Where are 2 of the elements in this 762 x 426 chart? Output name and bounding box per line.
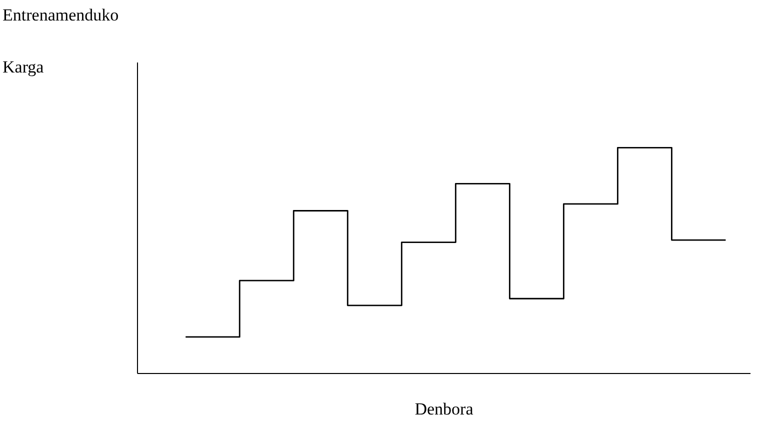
x-axis-title: Denbora bbox=[414, 400, 474, 418]
text: Entrenamenduko Karga bbox=[2, 6, 119, 76]
